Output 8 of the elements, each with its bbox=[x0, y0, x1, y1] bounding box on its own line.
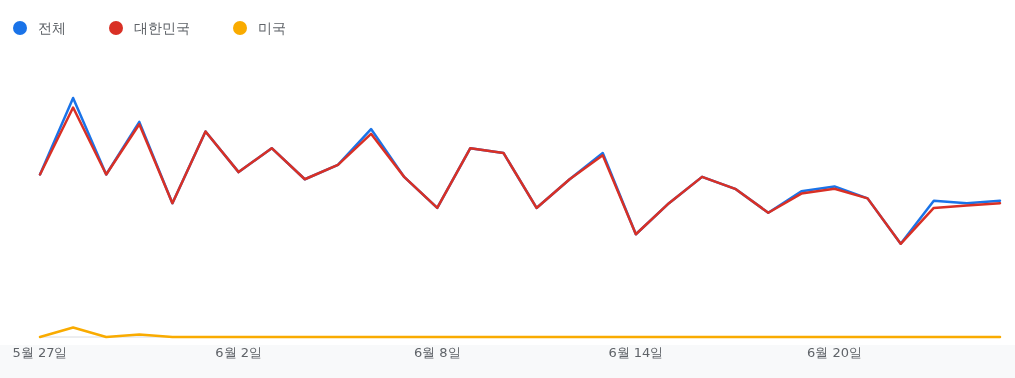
legend-label: 미국 bbox=[258, 20, 286, 36]
x-tick-label: 6월 14일 bbox=[608, 345, 664, 360]
x-tick-label: 5월 27일 bbox=[12, 345, 68, 360]
legend-label: 대한민국 bbox=[134, 20, 190, 36]
x-tick-label: 6월 20일 bbox=[807, 345, 862, 360]
x-tick-label: 6월 8일 bbox=[413, 345, 461, 360]
x-tick-label: 6월 2일 bbox=[215, 345, 262, 360]
legend-label: 전체 bbox=[38, 20, 66, 36]
